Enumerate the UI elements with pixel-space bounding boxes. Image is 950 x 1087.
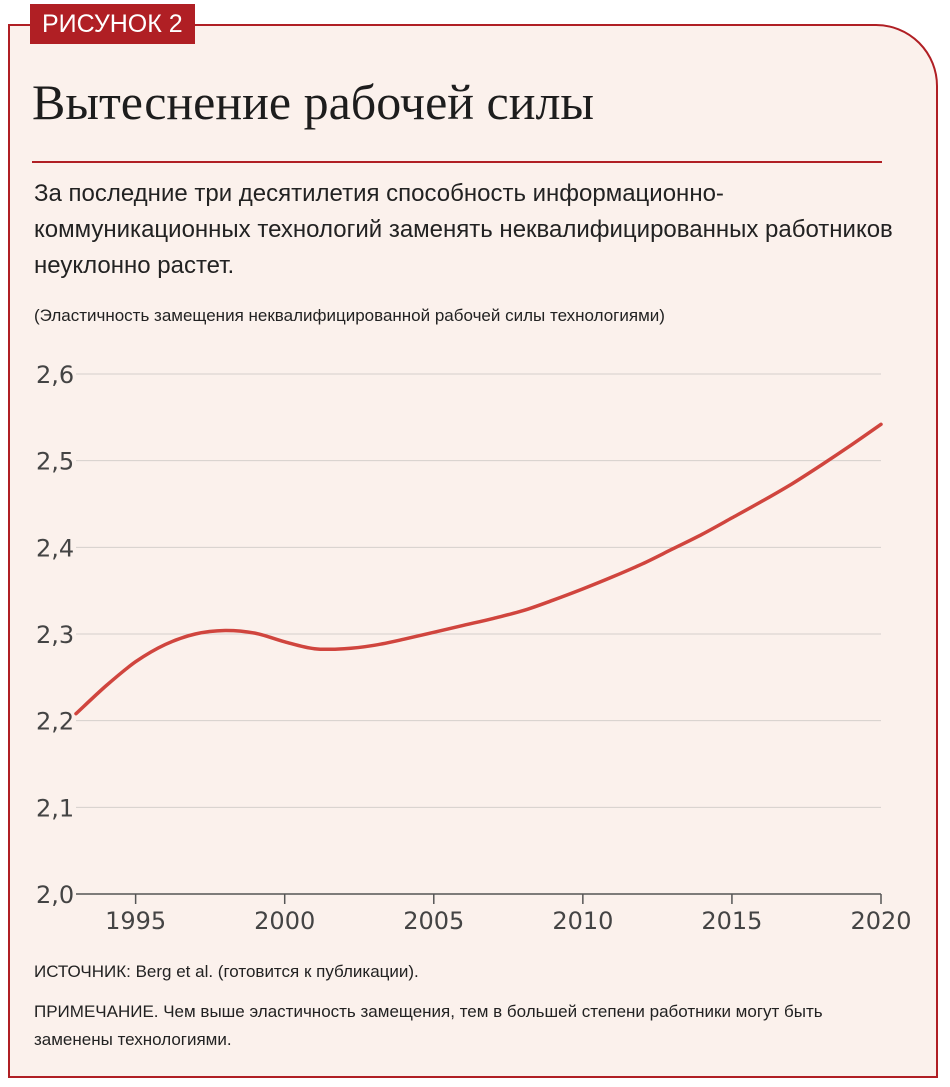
x-tick-label: 1995 [105, 907, 166, 935]
figure-label: РИСУНОК 2 [30, 4, 195, 44]
y-tick-label: 2,2 [36, 708, 74, 736]
x-tick-label: 2020 [850, 907, 911, 935]
y-tick-label: 2,0 [36, 881, 74, 909]
title-divider [32, 161, 882, 163]
x-tick-label: 2015 [701, 907, 762, 935]
y-tick-label: 2,6 [36, 361, 74, 389]
footnote: ПРИМЕЧАНИЕ. Чем выше эластичность замеще… [34, 1002, 823, 1049]
figure-panel [8, 24, 938, 1078]
y-tick-label: 2,5 [36, 448, 74, 476]
y-tick-label: 2,3 [36, 621, 74, 649]
chart-subtitle: За последние три десятилетия способность… [34, 180, 893, 279]
y-tick-label: 2,1 [36, 794, 74, 822]
chart-title: Вытеснение рабочей силы [32, 74, 595, 130]
source-note: ИСТОЧНИК: Berg et al. (готовится к публи… [34, 962, 419, 981]
series-line [74, 422, 883, 716]
y-tick-label: 2,4 [36, 534, 74, 562]
x-tick-label: 2005 [403, 907, 464, 935]
y-axis-unit-label: (Эластичность замещения неквалифицирован… [34, 306, 665, 325]
x-tick-label: 2010 [552, 907, 613, 935]
x-tick-label: 2000 [254, 907, 315, 935]
